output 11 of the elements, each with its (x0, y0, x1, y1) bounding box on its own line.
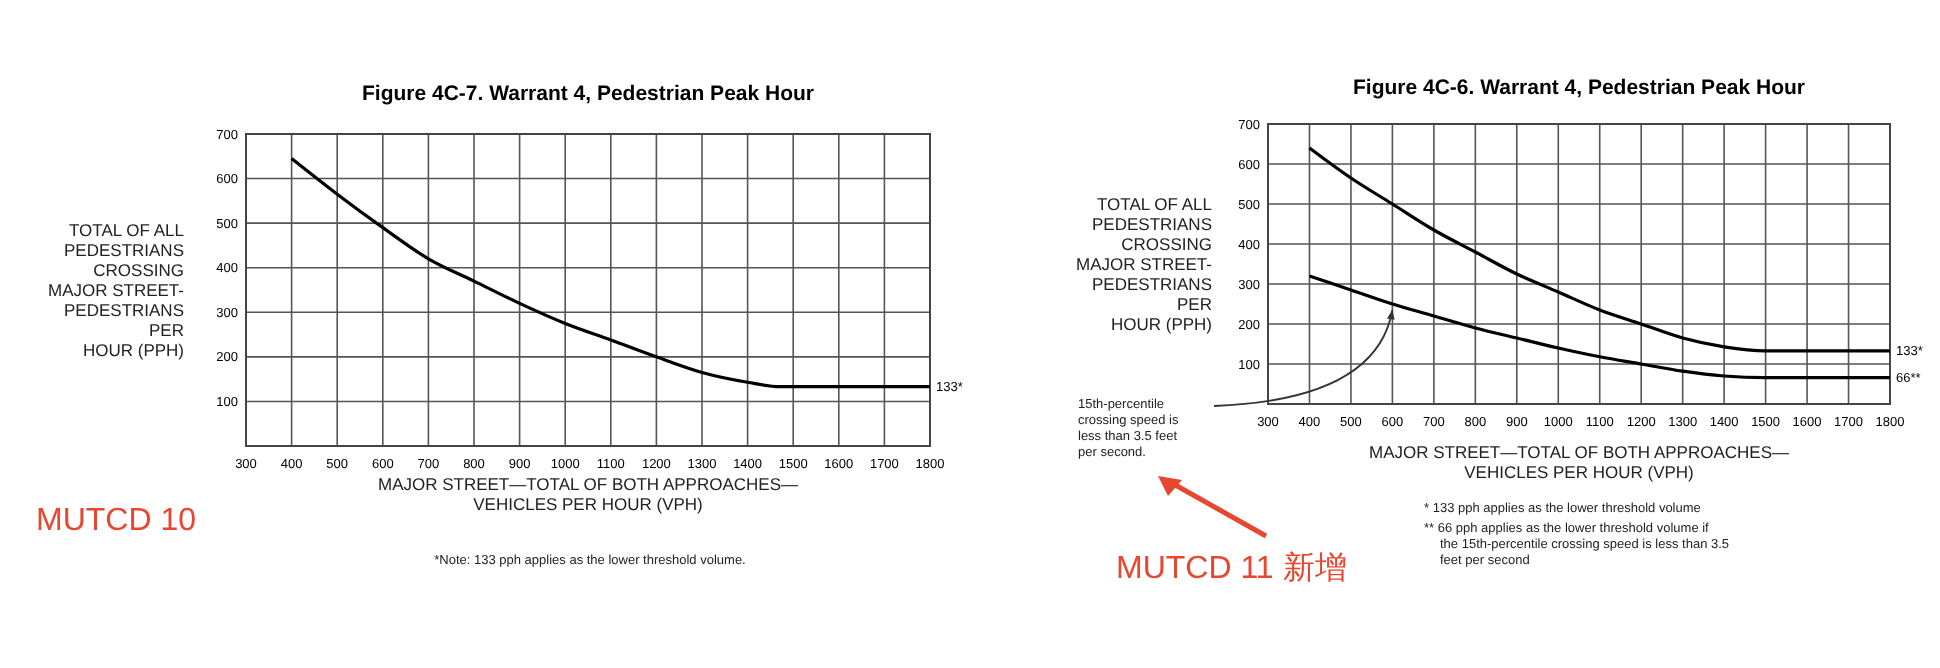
y-axis-title: TOTAL OF ALL PEDESTRIANS CROSSING MAJOR STREET-PEDESTRIANS PER HOUR (PPH) (1075, 194, 1213, 334)
x-axis-title: MAJOR STREET—TOTAL OF BOTH APPROACHES—VEHICLES PER HOUR (VPH) (1368, 442, 1790, 482)
chart-title: Figure 4C-6. Warrant 4, Pedestrian Peak Hour (1352, 76, 1806, 100)
line-series (1307, 146, 1892, 353)
line-series (1307, 274, 1892, 380)
y-axis-title: TOTAL OF ALL PEDESTRIANS CROSSING MAJOR STREET-PEDESTRIANS PER HOUR (PPH) (47, 220, 185, 360)
text: MUTCD 11 新增 (1116, 550, 1347, 586)
chart-title: Figure 4C-7. Warrant 4, Pedestrian Peak Hour (361, 82, 815, 106)
x-axis-title: MAJOR STREET—TOTAL OF BOTH APPROACHES—VEHICLES PER HOUR (VPH) (377, 474, 799, 514)
line-series (290, 156, 932, 389)
text: MUTCD 10 (36, 504, 197, 538)
